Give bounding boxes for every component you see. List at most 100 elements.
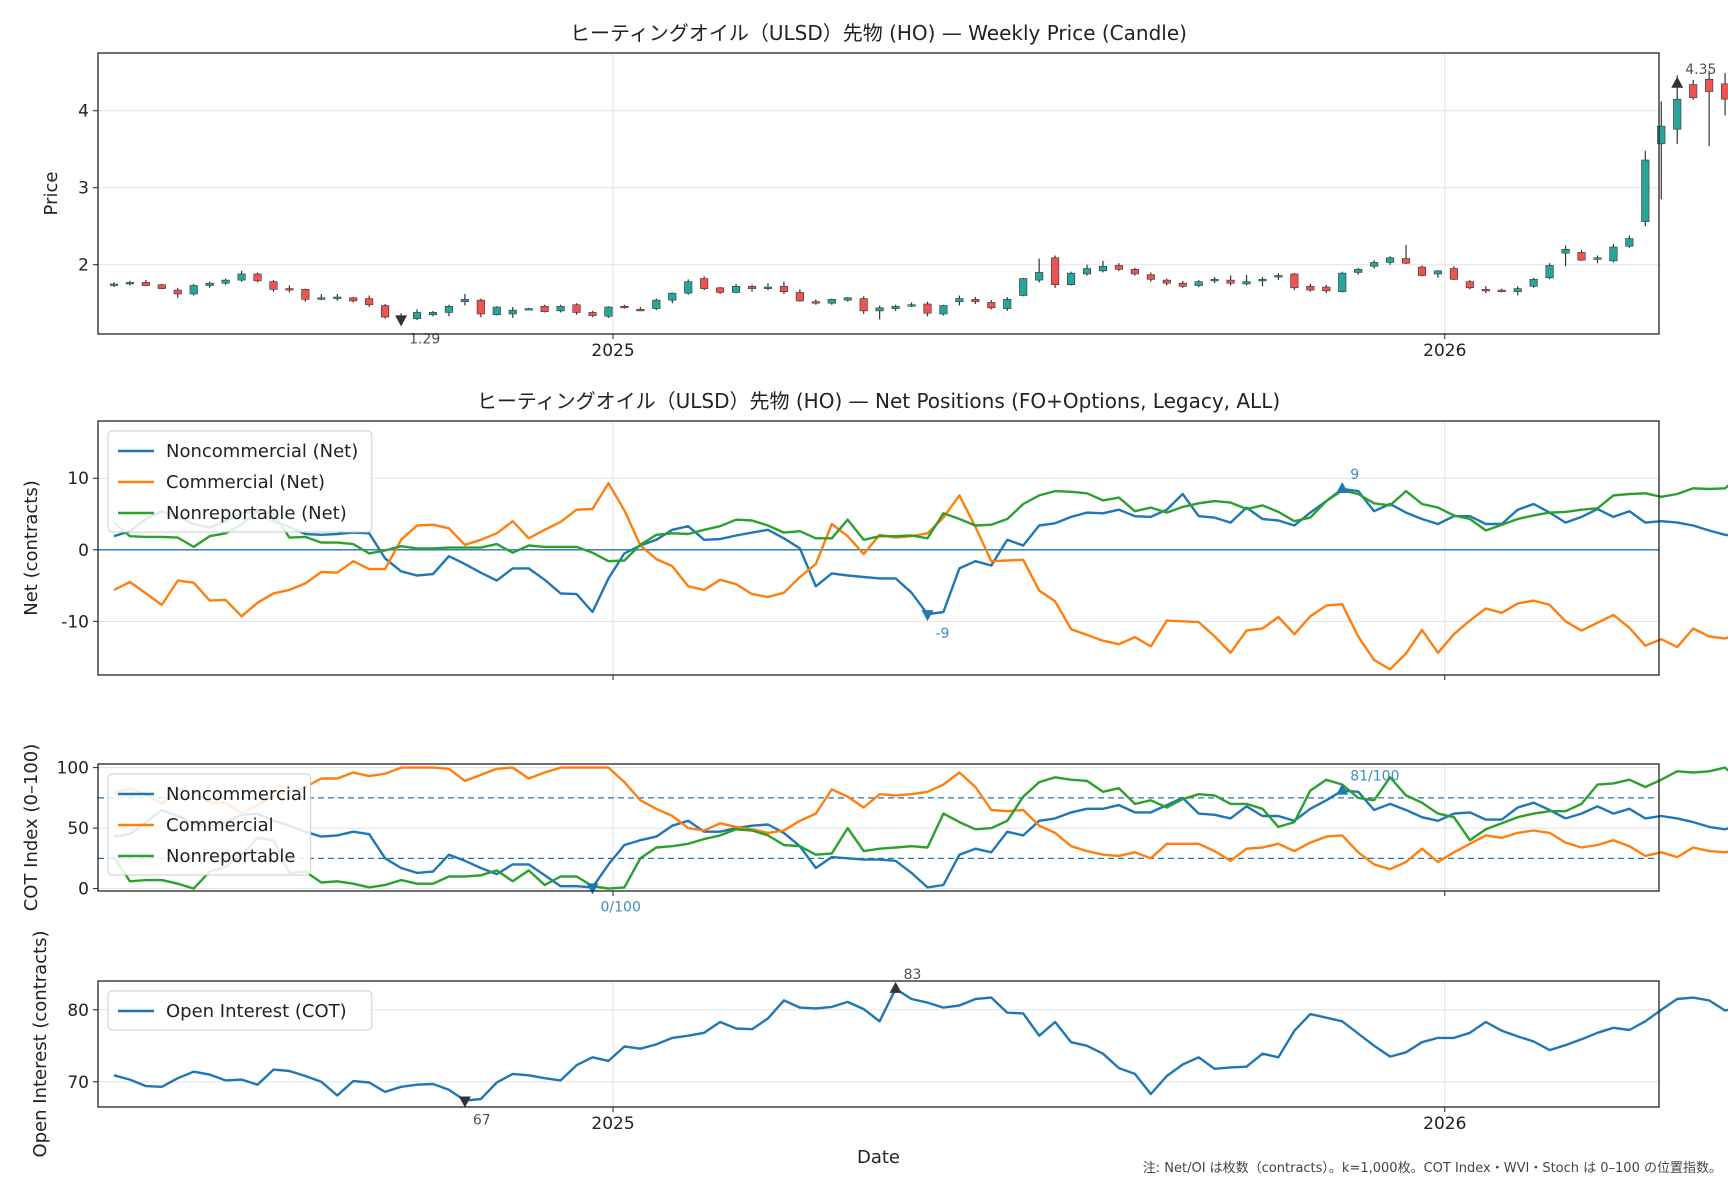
legend-label: Open Interest (COT) xyxy=(166,1001,347,1022)
x-tick-label: 2025 xyxy=(591,1114,634,1134)
legend: Open Interest (COT) xyxy=(107,990,373,1031)
max-marker xyxy=(889,981,902,993)
panel-oi: 202520267080836782Open Interest (contrac… xyxy=(30,930,1728,1168)
candle-body xyxy=(1067,272,1076,286)
plot-frame xyxy=(97,980,1660,1108)
candle-body xyxy=(333,296,342,299)
candle-body xyxy=(779,285,788,292)
y-tick-label: 0 xyxy=(78,880,89,900)
candle-body xyxy=(540,305,549,312)
candle-body xyxy=(1545,265,1554,279)
candle-body xyxy=(1098,265,1108,272)
candle-body xyxy=(492,306,501,316)
candle-body xyxy=(1146,274,1155,280)
legend-box xyxy=(107,430,373,533)
candle-body xyxy=(349,297,358,302)
candle-body xyxy=(1114,265,1123,270)
candle-body xyxy=(556,305,565,312)
candle-body xyxy=(1625,238,1634,247)
panel-price: 202520262344.351.293.90ヒーティングオイル（ULSD）先物… xyxy=(41,21,1728,361)
y-tick-label: 50 xyxy=(67,819,89,839)
footnote: 注: Net/OI は枚数（contracts）。k=1,000枚。COT In… xyxy=(1143,1161,1722,1176)
legend-label: Nonreportable (Net) xyxy=(166,503,347,524)
candle-body xyxy=(1290,273,1299,289)
candle-body xyxy=(811,301,820,304)
legend-label: Commercial (Net) xyxy=(166,472,325,493)
candle-body xyxy=(1370,262,1379,267)
candle-body xyxy=(588,312,597,316)
candle-body xyxy=(1194,281,1203,286)
candle-body xyxy=(1354,269,1363,273)
candle-body xyxy=(1641,159,1650,222)
chart-title: ヒーティングオイル（ULSD）先物 (HO) — Net Positions (… xyxy=(477,389,1280,413)
candle-body xyxy=(1274,275,1283,278)
y-axis-label: COT Index (0–100) xyxy=(21,744,42,912)
candle-body xyxy=(604,306,613,317)
candle-body xyxy=(1322,286,1331,292)
series-line-0 xyxy=(113,487,1728,616)
candle-body xyxy=(843,297,852,301)
legend: Noncommercial (Net) Commercial (Net) Nonre… xyxy=(107,430,373,533)
candle-body xyxy=(716,287,725,293)
candle-body xyxy=(668,292,677,301)
legend-label: Noncommercial xyxy=(166,784,307,805)
candle-body xyxy=(1003,299,1012,309)
y-tick-label: 4 xyxy=(78,102,89,122)
x-axis-label: Date xyxy=(857,1147,900,1168)
candle-body xyxy=(700,278,709,289)
candle-body xyxy=(381,305,390,318)
min-label: -9 xyxy=(935,626,949,642)
series-line-1 xyxy=(113,766,1728,871)
max-marker xyxy=(1671,76,1684,88)
candle-body xyxy=(221,279,230,284)
chart-title: ヒーティングオイル（ULSD）先物 (HO) — Weekly Price (C… xyxy=(570,21,1187,45)
candle-body xyxy=(1433,270,1443,275)
series-line-1 xyxy=(113,482,1728,671)
min-marker xyxy=(395,315,408,327)
candle-body xyxy=(572,304,581,313)
candle-body xyxy=(620,305,629,309)
candle-body xyxy=(1497,289,1506,292)
max-marker xyxy=(1336,783,1349,795)
candle-body xyxy=(763,286,773,289)
candle-body xyxy=(684,281,693,294)
y-tick-label: 70 xyxy=(67,1073,89,1093)
x-tick-label: 2025 xyxy=(591,341,634,361)
legend-label: Nonreportable xyxy=(166,846,295,867)
min-marker xyxy=(586,883,599,895)
series-line-2 xyxy=(113,484,1728,563)
y-tick-label: 80 xyxy=(67,1001,89,1021)
candle-body xyxy=(237,273,246,281)
legend-label: Commercial xyxy=(166,815,274,836)
candle-body xyxy=(1306,285,1315,291)
candle-body xyxy=(1338,272,1347,292)
candle-body xyxy=(1593,257,1602,260)
plot-frame xyxy=(97,52,1660,335)
candle-body xyxy=(1178,282,1187,287)
y-tick-label: 10 xyxy=(67,469,89,489)
candle-body xyxy=(732,285,741,293)
candle-body xyxy=(301,289,310,300)
series-line-2 xyxy=(112,766,1728,890)
candle-body xyxy=(1162,279,1171,284)
candle-body xyxy=(939,305,948,315)
max-label: 9 xyxy=(1350,467,1359,483)
candle-body xyxy=(285,288,294,291)
candle-body xyxy=(1449,268,1458,280)
candle-body xyxy=(524,308,533,311)
candle-body xyxy=(157,284,166,289)
plot-frame xyxy=(97,763,1660,892)
min-label: 1.29 xyxy=(409,331,440,347)
max-label: 81/100 xyxy=(1350,769,1399,785)
y-tick-label: 3 xyxy=(78,179,89,199)
candle-body xyxy=(1019,278,1028,296)
max-label: 4.35 xyxy=(1685,62,1716,78)
candle-body xyxy=(1401,258,1411,264)
y-tick-label: -10 xyxy=(61,612,89,632)
candle-body xyxy=(1210,279,1219,282)
candle-body xyxy=(652,299,661,309)
legend: Noncommercial Commercial Nonreportable xyxy=(107,773,312,876)
candle-body xyxy=(1051,257,1060,286)
candle-body xyxy=(1082,268,1092,275)
